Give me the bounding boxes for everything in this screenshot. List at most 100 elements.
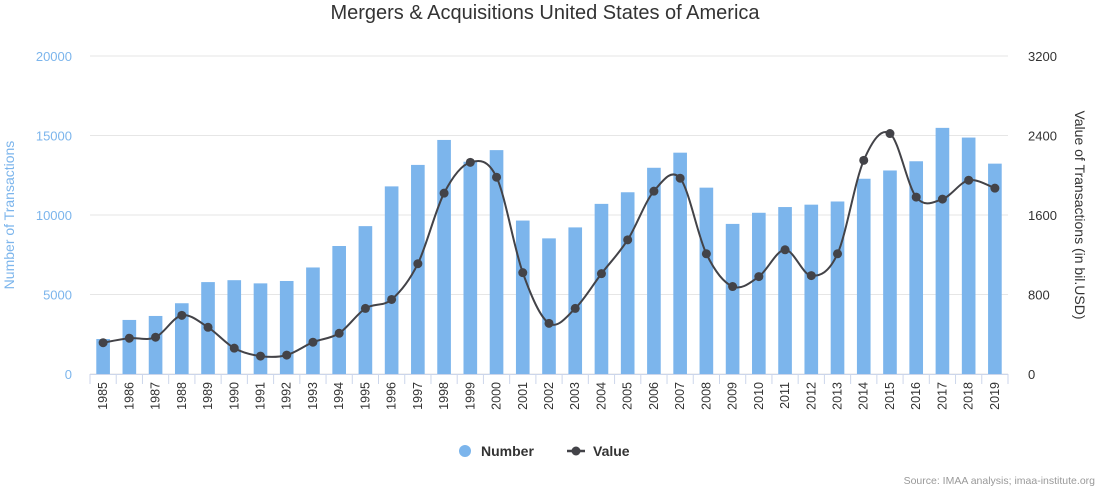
value-point-2002[interactable] [544,318,554,328]
value-point-2016[interactable] [911,192,921,202]
value-point-1985[interactable] [98,338,108,348]
x-tick-label: 2001 [516,382,530,410]
bar-1995[interactable] [358,226,373,374]
value-point-2000[interactable] [492,172,502,182]
value-point-1990[interactable] [229,343,239,353]
value-point-1999[interactable] [465,157,475,167]
value-point-1989[interactable] [203,322,213,332]
bar-2000[interactable] [489,150,504,374]
bar-2003[interactable] [568,227,583,374]
value-point-2012[interactable] [806,271,816,281]
bar-2017[interactable] [935,127,950,374]
value-point-1996[interactable] [387,294,397,304]
x-tick-label: 2017 [935,382,949,410]
bar-1993[interactable] [306,267,320,374]
value-point-2005[interactable] [623,235,633,245]
value-point-1987[interactable] [151,332,161,342]
x-tick-label: 2002 [542,382,556,410]
value-point-2008[interactable] [701,249,711,259]
line-series-value[interactable] [98,129,1000,361]
x-tick-label: 2019 [988,382,1002,410]
bar-2009[interactable] [725,223,740,374]
value-point-2006[interactable] [649,186,659,196]
value-point-2013[interactable] [833,249,843,259]
value-point-2007[interactable] [675,173,685,183]
bar-2012[interactable] [804,204,819,374]
bar-2014[interactable] [856,178,871,374]
source-credit[interactable]: Source: IMAA analysis; imaa-institute.or… [904,475,1096,487]
x-tick-label: 2016 [909,382,923,410]
value-point-2018[interactable] [964,175,974,185]
x-tick-label: 2008 [699,382,713,410]
bar-1997[interactable] [411,164,425,374]
bar-1986[interactable] [122,319,137,374]
y-right-tick-label: 800 [1028,288,1050,303]
x-tick-label: 1993 [306,382,320,410]
value-point-1986[interactable] [124,333,134,343]
bar-2005[interactable] [620,192,635,374]
value-point-2015[interactable] [885,129,895,139]
bar-1990[interactable] [227,280,242,374]
legend-item-value[interactable]: Value [567,443,630,459]
value-point-2011[interactable] [780,245,790,255]
bar-2006[interactable] [647,167,661,374]
y-right-tick-label: 1600 [1028,208,1057,223]
x-tick-label: 1997 [411,382,425,410]
y-right-tick-label: 0 [1028,367,1035,382]
bar-1991[interactable] [253,283,268,374]
legend-item-number[interactable]: Number [459,443,534,459]
x-tick-label: 2004 [594,382,608,410]
value-point-1994[interactable] [334,328,344,338]
bar-series-number[interactable] [96,127,1002,374]
value-point-1988[interactable] [177,310,187,320]
bar-2002[interactable] [542,238,556,374]
bar-2001[interactable] [515,220,530,374]
bar-2004[interactable] [594,203,609,374]
bar-2019[interactable] [988,163,1002,374]
value-point-2014[interactable] [859,155,869,165]
y-axis-right-title: Value of Transactions (in bil.USD) [1072,110,1088,319]
value-point-2003[interactable] [570,303,580,313]
value-point-1992[interactable] [282,350,292,360]
bar-2010[interactable] [752,212,766,374]
bar-1994[interactable] [332,246,346,374]
x-tick-label: 1995 [358,382,372,410]
bar-2018[interactable] [961,137,976,374]
bar-1992[interactable] [279,280,294,374]
value-point-2017[interactable] [937,194,947,204]
x-tick-label: 2007 [673,382,687,410]
value-point-1997[interactable] [413,259,423,269]
bar-1987[interactable] [148,315,163,374]
bar-1998[interactable] [437,139,451,374]
bar-2008[interactable] [699,187,714,374]
value-point-1998[interactable] [439,188,449,198]
bar-1996[interactable] [384,186,399,374]
value-point-1995[interactable] [360,303,370,313]
value-point-2001[interactable] [518,268,528,278]
y-right-tick-label: 3200 [1028,49,1057,64]
bar-2013[interactable] [830,201,845,374]
value-point-2019[interactable] [990,183,1000,193]
y-axis-right: 0 800 1600 2400 3200 [1028,49,1057,382]
x-tick-label: 2006 [647,382,661,410]
y-left-tick-label: 10000 [36,208,72,223]
bar-2007[interactable] [673,152,687,374]
y-left-tick-label: 20000 [36,49,72,64]
bar-2016[interactable] [909,161,924,374]
value-point-1993[interactable] [308,337,318,347]
value-point-2010[interactable] [754,272,764,282]
value-point-2009[interactable] [728,282,738,292]
value-point-1991[interactable] [255,351,265,361]
bar-1985[interactable] [96,339,110,374]
x-tick-label: 2000 [490,382,504,410]
value-point-2004[interactable] [596,269,606,279]
bar-2011[interactable] [778,207,792,374]
x-tick-label: 2005 [621,382,635,410]
bar-1999[interactable] [463,161,478,374]
bar-2015[interactable] [883,170,897,374]
x-tick-label: 1987 [149,382,163,410]
chart-title: Mergers & Acquisitions United States of … [330,2,760,24]
bar-1988[interactable] [174,303,189,374]
